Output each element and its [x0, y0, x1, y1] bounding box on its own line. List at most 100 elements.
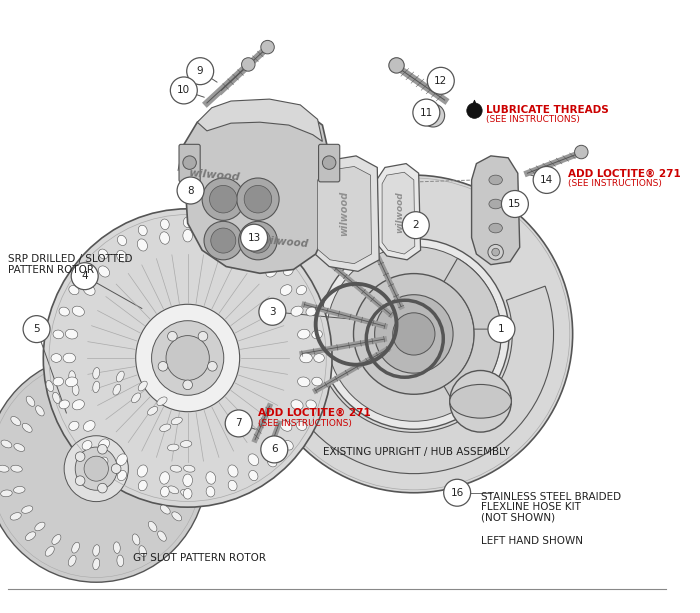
- Polygon shape: [377, 164, 421, 260]
- Ellipse shape: [248, 235, 258, 245]
- Ellipse shape: [93, 381, 99, 392]
- Ellipse shape: [183, 229, 193, 242]
- Polygon shape: [470, 100, 480, 112]
- Ellipse shape: [306, 307, 316, 316]
- Ellipse shape: [160, 424, 171, 432]
- Ellipse shape: [489, 199, 503, 209]
- Ellipse shape: [93, 545, 99, 556]
- Text: PATTERN ROTOR: PATTERN ROTOR: [8, 265, 94, 275]
- Ellipse shape: [1, 490, 12, 497]
- Ellipse shape: [206, 486, 215, 497]
- Ellipse shape: [298, 377, 310, 387]
- Ellipse shape: [113, 542, 120, 554]
- Ellipse shape: [59, 307, 69, 316]
- Ellipse shape: [53, 377, 64, 386]
- Ellipse shape: [160, 505, 170, 514]
- Ellipse shape: [168, 486, 178, 493]
- Text: LUBRICATE THREADS: LUBRICATE THREADS: [486, 105, 609, 115]
- Ellipse shape: [72, 384, 79, 395]
- Ellipse shape: [99, 457, 108, 467]
- Ellipse shape: [59, 400, 69, 409]
- Circle shape: [326, 246, 501, 421]
- Ellipse shape: [65, 329, 78, 339]
- Ellipse shape: [84, 456, 108, 481]
- Circle shape: [237, 178, 279, 220]
- Circle shape: [389, 58, 404, 73]
- Ellipse shape: [206, 472, 216, 484]
- Circle shape: [374, 295, 453, 373]
- Text: ADD LOCTITE® 271: ADD LOCTITE® 271: [258, 408, 371, 418]
- Text: FLEXLINE HOSE KIT: FLEXLINE HOSE KIT: [481, 503, 581, 512]
- FancyBboxPatch shape: [179, 144, 200, 182]
- Ellipse shape: [14, 444, 24, 451]
- Circle shape: [167, 332, 177, 341]
- Ellipse shape: [52, 392, 60, 403]
- Ellipse shape: [172, 417, 182, 425]
- Ellipse shape: [248, 454, 259, 465]
- Polygon shape: [142, 294, 181, 422]
- Text: 14: 14: [540, 175, 553, 185]
- Ellipse shape: [10, 416, 21, 425]
- Text: ADD LOCTITE® 271: ADD LOCTITE® 271: [568, 169, 680, 178]
- Circle shape: [449, 370, 511, 432]
- Circle shape: [244, 185, 272, 213]
- Circle shape: [158, 362, 168, 371]
- Ellipse shape: [117, 555, 124, 566]
- Text: 16: 16: [451, 488, 464, 498]
- Ellipse shape: [75, 447, 118, 490]
- Circle shape: [183, 156, 196, 169]
- Ellipse shape: [43, 209, 332, 507]
- Polygon shape: [382, 172, 415, 254]
- Ellipse shape: [10, 512, 21, 520]
- Text: 3: 3: [269, 306, 276, 317]
- Ellipse shape: [26, 396, 35, 406]
- Ellipse shape: [117, 454, 127, 465]
- Circle shape: [318, 238, 509, 429]
- Text: (SEE INSTRUCTIONS): (SEE INSTRUCTIONS): [258, 419, 352, 428]
- Circle shape: [241, 224, 267, 251]
- Circle shape: [111, 464, 121, 473]
- Ellipse shape: [1, 440, 12, 448]
- Ellipse shape: [0, 465, 9, 472]
- Ellipse shape: [64, 436, 128, 501]
- Ellipse shape: [158, 531, 167, 541]
- Circle shape: [76, 452, 85, 462]
- Ellipse shape: [228, 465, 238, 477]
- Ellipse shape: [206, 232, 216, 244]
- Text: (SEE INSTRUCTIONS): (SEE INSTRUCTIONS): [486, 115, 580, 124]
- Ellipse shape: [166, 335, 209, 380]
- Text: 10: 10: [177, 85, 190, 96]
- Circle shape: [261, 40, 274, 54]
- Text: 13: 13: [248, 233, 260, 243]
- Circle shape: [488, 316, 515, 343]
- Ellipse shape: [267, 457, 277, 467]
- Ellipse shape: [228, 225, 237, 235]
- Text: 15: 15: [508, 199, 522, 209]
- Ellipse shape: [139, 546, 146, 557]
- Circle shape: [208, 362, 217, 371]
- Text: 5: 5: [34, 324, 40, 334]
- Circle shape: [170, 77, 197, 104]
- Circle shape: [488, 245, 503, 260]
- Ellipse shape: [296, 286, 307, 295]
- Ellipse shape: [312, 377, 322, 386]
- Ellipse shape: [22, 506, 33, 513]
- Circle shape: [204, 221, 242, 260]
- Ellipse shape: [280, 284, 292, 295]
- Ellipse shape: [113, 384, 121, 395]
- Ellipse shape: [13, 487, 25, 493]
- Ellipse shape: [296, 421, 307, 430]
- Ellipse shape: [181, 441, 192, 447]
- Circle shape: [71, 263, 98, 290]
- Circle shape: [177, 177, 204, 204]
- Ellipse shape: [152, 321, 224, 395]
- Circle shape: [261, 436, 288, 463]
- Ellipse shape: [118, 471, 127, 481]
- Ellipse shape: [83, 284, 95, 295]
- Ellipse shape: [69, 286, 79, 295]
- Ellipse shape: [99, 266, 109, 277]
- Ellipse shape: [35, 522, 45, 531]
- FancyBboxPatch shape: [318, 144, 340, 182]
- Ellipse shape: [139, 481, 147, 491]
- Ellipse shape: [157, 397, 167, 406]
